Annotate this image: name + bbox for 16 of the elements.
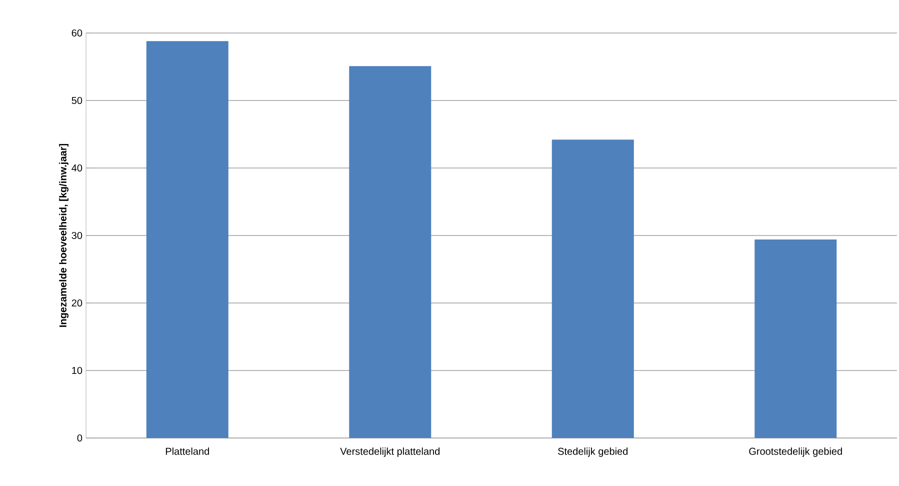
x-tick-label: Platteland xyxy=(166,448,209,455)
bar xyxy=(349,66,432,438)
y-tick-label: 40 xyxy=(72,164,82,172)
y-tick-label: 20 xyxy=(72,299,82,307)
x-tick-label: Stedelijk gebied xyxy=(558,448,628,457)
y-tick-label: 10 xyxy=(72,366,82,374)
bar xyxy=(552,140,634,438)
y-tick-label: 0 xyxy=(77,434,82,442)
y-axis-title: Ingezamelde hoeveelheid, [kg/inw.jaar] xyxy=(59,144,68,327)
y-tick-label: 30 xyxy=(72,232,82,240)
bar xyxy=(146,41,228,438)
y-tick-label: 50 xyxy=(72,96,82,104)
y-tick-label: 60 xyxy=(72,29,82,37)
x-tick-label: Grootstedelijk gebied xyxy=(749,448,842,457)
bar xyxy=(754,240,837,438)
x-tick-label: Verstedelijkt platteland xyxy=(340,448,440,457)
